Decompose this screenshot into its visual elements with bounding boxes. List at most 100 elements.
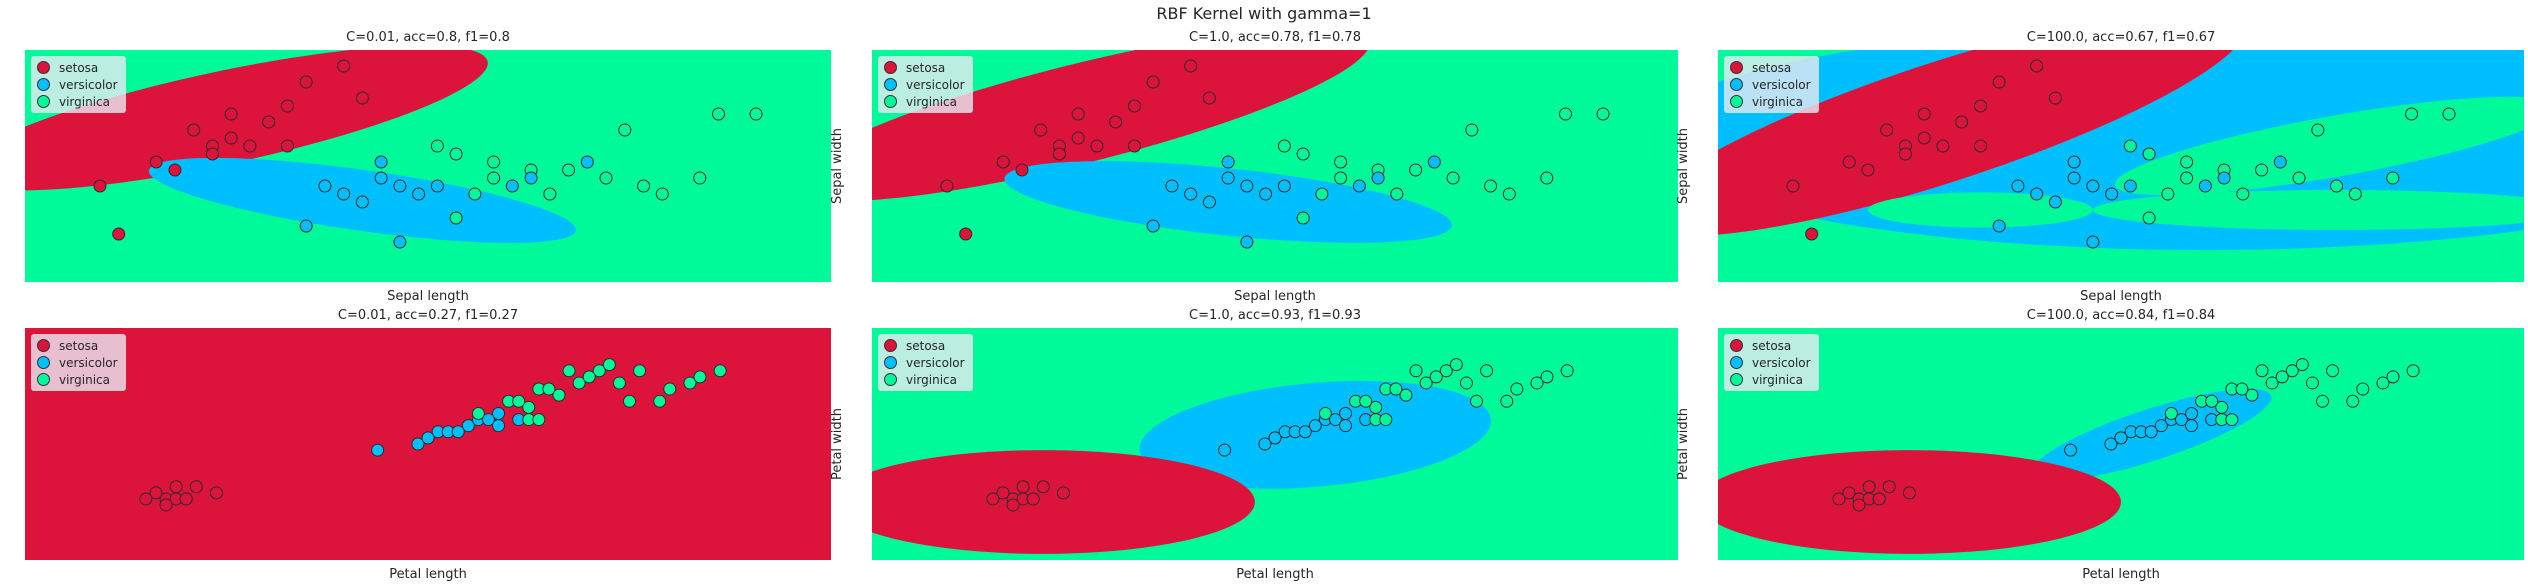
data-point [1371, 171, 1385, 185]
data-point [1221, 171, 1235, 185]
data-point [1936, 139, 1950, 153]
data-point [492, 419, 506, 433]
data-point [2217, 171, 2231, 185]
data-point [959, 227, 973, 241]
data-point [1218, 443, 1232, 457]
data-point [355, 195, 369, 209]
legend-swatch [1730, 356, 1743, 369]
subplot-title: C=1.0, acc=0.78, f1=0.78 [1189, 30, 1361, 45]
data-point [337, 59, 351, 73]
decision-region-versicolor [1139, 380, 1491, 489]
data-point [2030, 59, 2044, 73]
legend-label: versicolor [906, 355, 965, 370]
legend-entry-versicolor: versicolor [37, 76, 118, 93]
data-point [2105, 187, 2119, 201]
data-point [1902, 486, 1916, 500]
data-point [1034, 123, 1048, 137]
data-point [149, 486, 163, 500]
legend-entry-virginica: virginica [884, 371, 965, 388]
data-point [1786, 179, 1800, 193]
data-point [1052, 147, 1066, 161]
data-point [524, 171, 538, 185]
subplot-title: C=0.01, acc=0.27, f1=0.27 [337, 308, 519, 323]
data-point [1006, 498, 1020, 512]
data-point [139, 492, 153, 506]
data-point [1334, 171, 1348, 185]
legend-label: versicolor [59, 77, 118, 92]
legend-swatch [37, 373, 50, 386]
data-point [187, 123, 201, 137]
data-point [749, 107, 763, 121]
data-point [1127, 139, 1141, 153]
legend-label: virginica [59, 94, 110, 109]
data-point [1409, 163, 1423, 177]
legend-swatch [37, 61, 50, 74]
x-axis-label: Petal length [389, 567, 467, 582]
data-point [481, 413, 495, 427]
data-point [1202, 195, 1216, 209]
data-point [2142, 211, 2156, 225]
data-point [1502, 187, 1516, 201]
legend-label: virginica [59, 372, 110, 387]
data-point [623, 394, 636, 408]
data-point [1992, 75, 2006, 89]
data-point [2030, 187, 2044, 201]
data-point [159, 498, 173, 512]
data-point [1510, 382, 1524, 396]
legend-entry-virginica: virginica [37, 93, 118, 110]
data-point [1427, 155, 1441, 169]
data-point [2386, 370, 2400, 384]
data-point [713, 364, 727, 378]
data-point [2198, 179, 2212, 193]
legend-entry-virginica: virginica [37, 371, 118, 388]
legend-swatch [884, 339, 897, 352]
legend-entry-virginica: virginica [1730, 371, 1811, 388]
data-point [1090, 139, 1104, 153]
plot-area [872, 50, 1678, 282]
data-point [1439, 364, 1453, 378]
legend-label: setosa [1752, 338, 1792, 353]
legend: setosa versicolor virginica [1724, 334, 1819, 391]
data-point [512, 394, 526, 408]
data-point [393, 179, 407, 193]
data-point [2164, 406, 2178, 420]
data-point [1328, 413, 1342, 427]
data-point [2273, 155, 2287, 169]
data-point [2114, 431, 2128, 445]
data-point [2144, 425, 2158, 439]
data-point [580, 155, 594, 169]
data-point [411, 437, 425, 451]
data-point [683, 376, 697, 390]
data-point [2104, 437, 2118, 451]
data-point [318, 179, 332, 193]
subplot-3: C=100.0, acc=0.67, f1=0.67 Sepal length Se… [1676, 30, 2524, 304]
data-point [2180, 155, 2194, 169]
data-point [487, 171, 501, 185]
data-point [471, 406, 485, 420]
data-point [1296, 211, 1310, 225]
data-point [1339, 406, 1353, 420]
data-point [1917, 131, 1931, 145]
legend-label: virginica [1752, 372, 1803, 387]
legend-entry-virginica: virginica [884, 93, 965, 110]
subplot-title: C=0.01, acc=0.8, f1=0.8 [346, 30, 510, 45]
x-axis-label: Petal length [2082, 567, 2160, 582]
legend-entry-virginica: virginica [1730, 93, 1811, 110]
data-point [1258, 437, 1272, 451]
data-point [492, 406, 506, 420]
data-point [224, 131, 238, 145]
data-point [1056, 486, 1070, 500]
subplot-5: C=1.0, acc=0.93, f1=0.93 Petal length Peta… [830, 308, 1678, 582]
data-point [2346, 394, 2360, 408]
decision-region-setosa [25, 50, 488, 191]
figure-title: RBF Kernel with gamma=1 [1156, 4, 1372, 23]
legend-swatch [884, 356, 897, 369]
data-point [633, 364, 647, 378]
data-point [205, 147, 219, 161]
data-point [996, 486, 1010, 500]
data-point [299, 219, 313, 233]
legend-entry-setosa: setosa [1730, 337, 1811, 354]
data-point [1898, 147, 1912, 161]
data-point [1540, 171, 1554, 185]
legend-entry-setosa: setosa [37, 337, 118, 354]
